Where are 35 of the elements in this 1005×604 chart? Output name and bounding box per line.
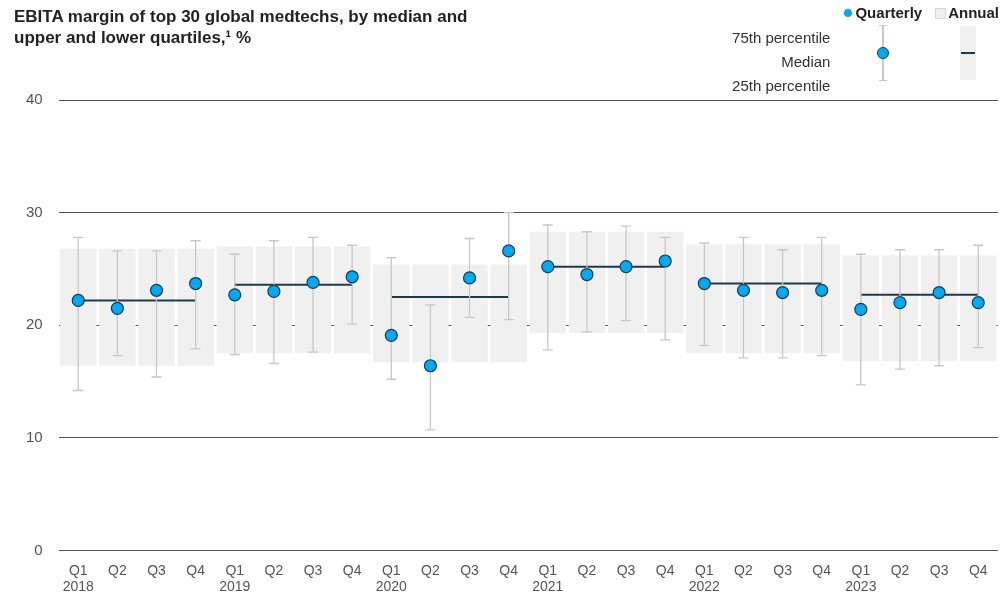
- x-tick-label: Q2: [890, 561, 910, 578]
- x-tick-label: Q3: [147, 561, 167, 578]
- x-tick-label: Q4: [186, 561, 206, 578]
- y-tick-label: 30: [26, 202, 43, 220]
- x-tick-label: Q4: [342, 561, 362, 578]
- x-tick-label: Q2: [108, 561, 127, 578]
- legend-label: Annual: [947, 4, 999, 22]
- text: 25th percentile: [732, 76, 831, 96]
- x-tick-label: Q1 2018: [62, 561, 95, 595]
- x-tick-label: Q2: [734, 561, 753, 578]
- x-tick-label: Q1 2021: [532, 561, 564, 595]
- x-tick-label: Q3: [773, 561, 793, 578]
- x-tick-label: Q2: [421, 561, 440, 578]
- x-tick-label: Q1 2019: [219, 561, 251, 595]
- y-tick-label: 0: [34, 540, 43, 558]
- text: Median: [780, 52, 831, 72]
- x-tick-label: Q2: [577, 561, 597, 578]
- y-tick-label: 10: [26, 427, 43, 445]
- x-tick-label: Q4: [812, 561, 832, 578]
- text: 75th percentile: [732, 28, 831, 48]
- legend-label: Quarterly: [854, 4, 923, 22]
- chart-title: EBITA margin of top 30 global medtechs, by median and upper and lower quartiles,¹ %: [14, 6, 469, 48]
- x-tick-label: Q3: [303, 561, 323, 578]
- x-tick-label: Q1 2022: [688, 561, 721, 595]
- y-tick-label: 20: [26, 315, 43, 333]
- y-tick-label: 40: [26, 90, 43, 108]
- x-tick-label: Q4: [655, 561, 675, 578]
- x-tick-label: Q3: [616, 561, 636, 578]
- x-tick-label: Q4: [499, 561, 519, 578]
- x-tick-label: Q4: [968, 561, 988, 578]
- x-tick-label: Q3: [460, 561, 480, 578]
- x-tick-label: Q3: [929, 561, 949, 578]
- x-tick-label: Q1 2020: [375, 561, 408, 595]
- x-tick-label: Q2: [264, 561, 284, 578]
- x-tick-label: Q1 2023: [845, 561, 877, 595]
